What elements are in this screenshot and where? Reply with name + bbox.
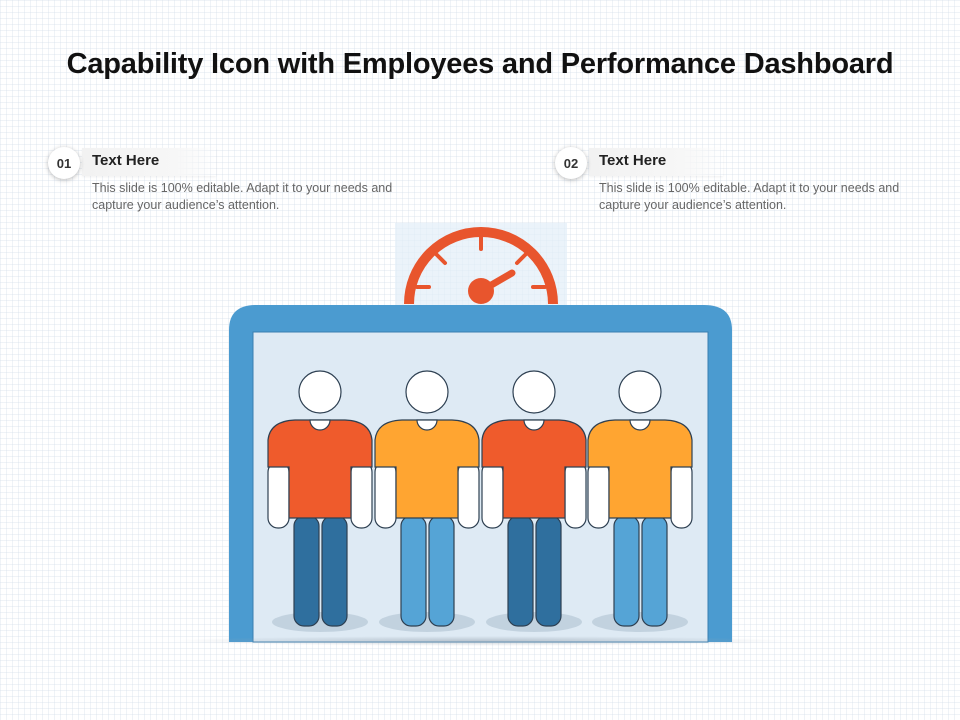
point-heading: Text Here [599, 152, 667, 169]
heading-bar [82, 148, 216, 176]
point-description: This slide is 100% editable. Adapt it to… [92, 181, 393, 212]
person-icon [587, 370, 693, 627]
page-title: Capability Icon with Employees and Perfo… [66, 48, 894, 80]
heading-bar [589, 148, 723, 176]
point-heading: Text Here [92, 152, 160, 169]
speedometer-icon [404, 227, 558, 305]
number-badge: 01 [48, 147, 80, 179]
number-badge: 02 [555, 147, 587, 179]
person-icon [267, 370, 373, 627]
point-description: This slide is 100% editable. Adapt it to… [599, 181, 900, 212]
person-icon [481, 370, 587, 627]
person-icon [374, 370, 480, 627]
